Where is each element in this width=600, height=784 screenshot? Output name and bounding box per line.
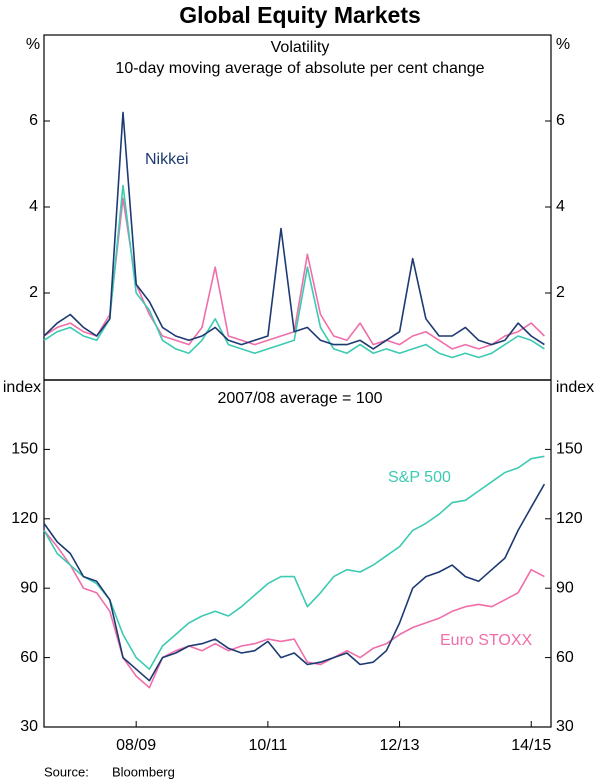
y2-tick-label: 120 xyxy=(556,510,583,527)
source-label: Source: xyxy=(44,764,89,779)
y2-tick-label: 90 xyxy=(556,579,574,596)
y2-tick-label: 30 xyxy=(556,718,574,735)
series-line xyxy=(43,111,545,350)
panel-title: Volatility xyxy=(271,39,330,56)
y-tick-label: 6 xyxy=(29,112,38,129)
y2-tick-label: 6 xyxy=(556,112,565,129)
page-title: Global Equity Markets xyxy=(179,2,421,28)
y-tick-label: 2 xyxy=(29,284,38,301)
source: Bloomberg xyxy=(112,764,175,779)
y2-tick-label: 2 xyxy=(556,284,565,301)
x-tick-label: 14/15 xyxy=(511,737,551,754)
y2-axis-unit: % xyxy=(556,36,570,53)
x-tick-label: 10/11 xyxy=(248,737,287,754)
series-line xyxy=(43,529,545,689)
series-line xyxy=(43,483,546,682)
y2-tick-label: 150 xyxy=(556,441,583,458)
panel-title: 2007/08 average = 100 xyxy=(217,390,382,407)
x-tick-label: 08/09 xyxy=(116,737,156,754)
y2-tick-label: 60 xyxy=(556,649,574,666)
series-line xyxy=(43,455,545,670)
y-tick-label: 30 xyxy=(20,718,38,735)
series-label: Nikkei xyxy=(145,151,189,168)
y-axis-unit: % xyxy=(26,36,40,53)
y2-axis-unit: index xyxy=(556,379,594,396)
x-tick-label: 12/13 xyxy=(380,737,420,754)
series-label: S&P 500 xyxy=(388,469,451,486)
panel-subtitle: 10-day moving average of absolute per ce… xyxy=(115,60,484,77)
y-tick-label: 120 xyxy=(11,510,38,527)
y2-tick-label: 4 xyxy=(556,198,565,215)
y-tick-label: 4 xyxy=(29,198,38,215)
series-label: Euro STOXX xyxy=(440,632,533,649)
y-tick-label: 60 xyxy=(20,649,38,666)
series-line xyxy=(43,184,545,359)
plot-frame xyxy=(43,34,552,728)
y-tick-label: 90 xyxy=(20,579,38,596)
y-axis-unit: index xyxy=(3,379,41,396)
y-tick-label: 150 xyxy=(11,441,38,458)
